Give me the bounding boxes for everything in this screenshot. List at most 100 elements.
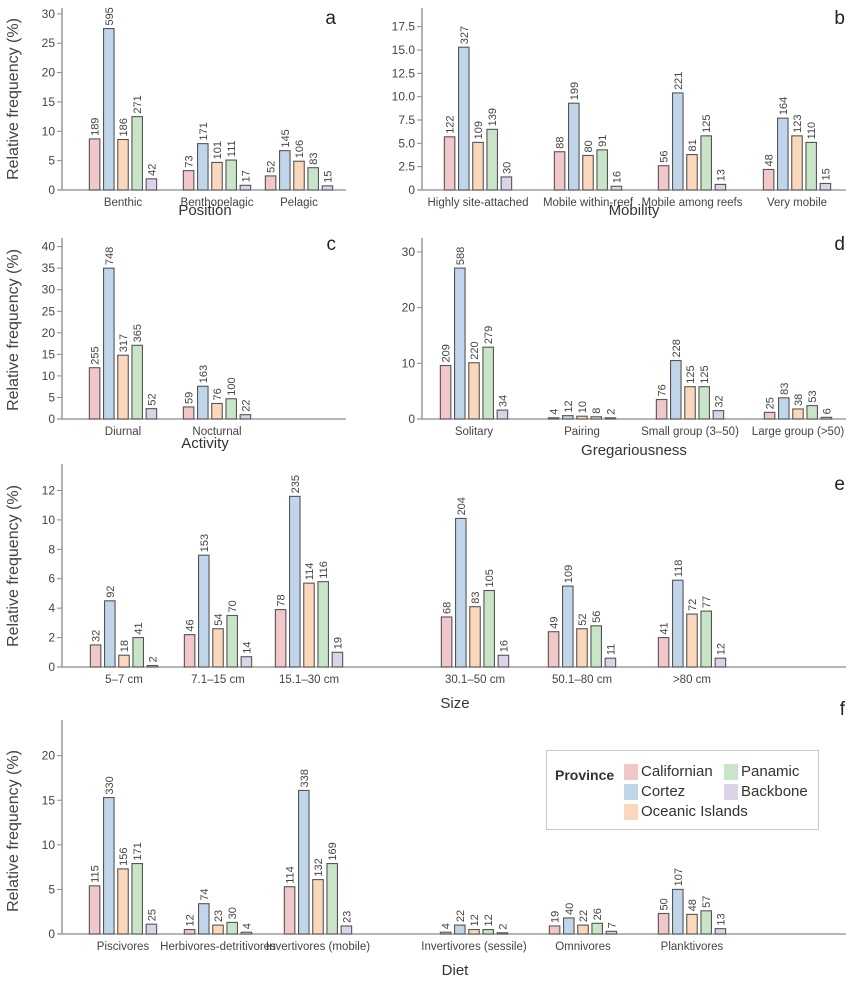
- panel-f-value-label: 23: [213, 910, 225, 922]
- panel-e-value-label: 49: [549, 616, 561, 628]
- panel-a-value-label: 145: [280, 129, 292, 147]
- panel-e-value-label: 118: [673, 560, 685, 578]
- panel-c-bar-cortez: [103, 267, 115, 420]
- panel-f-value-label: 30: [227, 907, 239, 919]
- panel-b-bar-californian: [762, 168, 775, 191]
- panel-d-bar-oceanic-islands: [576, 415, 588, 420]
- panel-d-bar-californian: [655, 398, 668, 420]
- panel-d-value-label: 53: [807, 390, 819, 402]
- panel-e-value-label: 41: [133, 622, 145, 634]
- panel-e-bar-backbone: [714, 657, 727, 668]
- panel-e-letter: e: [834, 474, 845, 495]
- panel-c-y-tick-label: 30: [42, 283, 56, 297]
- panel-b-bar-californian: [443, 136, 456, 191]
- panel-d-value-label: 25: [765, 397, 777, 409]
- panel-f-value-label: 23: [341, 911, 353, 923]
- panel-f-value-label: 22: [578, 910, 590, 922]
- panel-a-bar-backbone: [239, 184, 252, 191]
- panel-d-bar-panamic: [590, 416, 603, 420]
- panel-d-value-label: 209: [441, 344, 453, 362]
- panel-d-y-tick-label: 20: [402, 301, 416, 315]
- panel-f-value-label: 7: [606, 922, 618, 928]
- panel-d-value-label: 588: [455, 247, 467, 265]
- panel-c-y-tick-label: 10: [42, 369, 56, 383]
- panel-f-value-label: 2: [497, 924, 509, 930]
- panel-f-bar-backbone: [145, 923, 158, 935]
- panel-a-value-label: 73: [184, 155, 196, 167]
- panel-d-value-label: 125: [699, 365, 711, 383]
- panel-c-value-label: 365: [132, 324, 144, 342]
- panel-e-value-label: 235: [290, 475, 302, 493]
- panel-a-category-label: Benthopelagic: [181, 197, 254, 209]
- panel-f-value-label: 114: [285, 866, 297, 884]
- panel-b-value-label: 56: [659, 150, 671, 162]
- panel-d-category-label: Pairing: [564, 426, 600, 438]
- panel-d-bar-cortez: [777, 397, 790, 420]
- panel-b-value-label: 16: [611, 171, 623, 183]
- panel-b-bar-oceanic-islands: [582, 154, 594, 191]
- panel-d-bar-oceanic-islands: [684, 386, 696, 420]
- panel-e-bar-oceanic-islands: [686, 613, 698, 668]
- legend-title: Province: [555, 767, 615, 783]
- panel-f-bar-backbone: [340, 925, 353, 935]
- legend: Province Californian Cortez Oceanic Isla…: [546, 750, 819, 830]
- panel-f-bar-oceanic-islands: [212, 924, 224, 935]
- panel-a-y-title: Relative frequency (%): [5, 18, 22, 180]
- panel-f-bar-panamic: [591, 922, 604, 935]
- panel-e-bar-panamic: [226, 614, 238, 668]
- panel-e-value-label: 116: [318, 561, 330, 579]
- panel-c-y-tick-label: 5: [48, 390, 55, 404]
- panel-b-value-label: 125: [701, 115, 713, 133]
- panel-b-bar-panamic: [596, 149, 609, 191]
- legend-item-californian: Californian: [624, 763, 713, 780]
- panel-a-x-title: Position: [178, 202, 231, 219]
- panel-b-value-label: 109: [473, 121, 485, 139]
- panel-e-value-label: 114: [304, 563, 316, 581]
- panel-f-value-label: 132: [313, 858, 325, 876]
- panel-b-bar-backbone: [500, 176, 513, 191]
- panel-f-bar-californian: [657, 912, 670, 935]
- panel-b-y-tick-label: 7.5: [398, 113, 415, 127]
- panel-e-bar-cortez: [561, 585, 574, 668]
- panel-c-y-tick-label: 25: [42, 304, 56, 318]
- panel-a-y-tick-label: 20: [42, 66, 56, 80]
- panel-e-bar-californian: [657, 637, 670, 668]
- panel-f-bar-californian: [548, 925, 561, 935]
- panel-e-bar-backbone: [604, 657, 617, 668]
- panel-a-value-label: 271: [132, 95, 144, 113]
- panel-a-y-tick-label: 0: [48, 183, 55, 197]
- panel-a-value-label: 106: [294, 140, 306, 158]
- panel-e-value-label: 83: [470, 591, 482, 603]
- panel-e-value-label: 56: [591, 611, 603, 623]
- panel-a-bar-oceanic-islands: [293, 160, 305, 191]
- panel-e-value-label: 19: [332, 637, 344, 649]
- panel-e-bar-cortez: [198, 554, 210, 668]
- panel-f-value-label: 13: [715, 913, 727, 925]
- panel-f-value-label: 156: [118, 848, 130, 866]
- panel-a-category-label: Benthic: [104, 197, 143, 209]
- panel-b-bar-oceanic-islands: [686, 153, 698, 191]
- panel-e-bar-californian: [274, 609, 287, 668]
- panel-e-value-label: 153: [199, 534, 211, 552]
- panel-d-bar-backbone: [712, 410, 725, 420]
- panel-b-bar-backbone: [610, 185, 623, 191]
- panel-b-category-label: Mobile among reefs: [642, 197, 743, 209]
- panel-b-y-tick-label: 0: [408, 183, 415, 197]
- panel-a-y-tick-label: 15: [42, 95, 56, 109]
- panel-d-value-label: 10: [577, 401, 589, 413]
- panel-e-value-label: 72: [687, 599, 699, 611]
- panel-d-category-label: Large group (>50): [752, 426, 845, 438]
- panel-b-value-label: 221: [673, 72, 685, 90]
- panel-b-y-tick-label: 10.0: [392, 90, 416, 104]
- panel-b-value-label: 327: [459, 26, 471, 44]
- panel-e-value-label: 78: [276, 594, 288, 606]
- panel-a-bar-panamic: [131, 116, 143, 191]
- panel-b-value-label: 80: [583, 140, 595, 152]
- panel-b-value-label: 48: [764, 154, 776, 166]
- panel-a-bar-oceanic-islands: [211, 161, 223, 191]
- panel-d-bar-cortez: [561, 415, 574, 420]
- panel-c-y-tick-label: 40: [42, 240, 56, 254]
- panel-f-bar-californian: [283, 886, 296, 935]
- panel-a-bar-cortez: [103, 27, 115, 191]
